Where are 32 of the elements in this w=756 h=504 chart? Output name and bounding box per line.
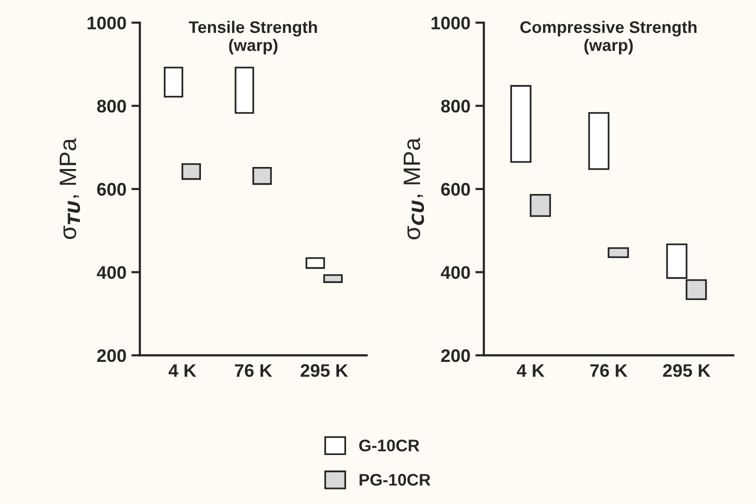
y-tick-label: 600	[97, 182, 126, 196]
legend-label: PG-10CR	[360, 474, 430, 486]
y-tick-label: 1000	[88, 16, 126, 30]
y-tick-label: 400	[440, 266, 470, 279]
bar	[323, 274, 343, 283]
bar	[182, 163, 201, 180]
chart-title: Compressive Strength (warp)	[520, 20, 696, 54]
y-tick-label: 200	[97, 349, 126, 362]
y-tick-label: 400	[96, 266, 126, 279]
bar	[510, 85, 532, 163]
y-tick-label: 600	[441, 182, 470, 196]
y-tick-label: 1000	[432, 16, 470, 30]
x-tick-label: 295 K	[300, 364, 348, 377]
y-axis-title: σ$_{TU}$, MPa	[60, 138, 80, 240]
bar	[608, 247, 629, 258]
y-tick-label: 800	[97, 100, 126, 113]
chart-title: Tensile Strength (warp)	[188, 20, 317, 54]
x-tick-label: 295 K	[663, 364, 710, 377]
x-tick-label: 4 K	[168, 364, 196, 377]
y-tick-label: 800	[441, 100, 470, 113]
legend-label: G-10CR	[359, 440, 420, 452]
bar	[306, 257, 325, 269]
x-tick-label: 4 K	[516, 364, 544, 377]
bar	[588, 112, 610, 170]
bar	[234, 66, 254, 114]
bar	[252, 166, 272, 185]
y-tick-label: 200	[441, 349, 470, 362]
bar	[530, 194, 551, 217]
bar	[164, 66, 184, 98]
x-tick-label: 76 K	[590, 364, 628, 377]
x-tick-label: 76 K	[234, 364, 272, 377]
y-axis-title: σ$_{CU}$, MPa	[404, 138, 424, 240]
